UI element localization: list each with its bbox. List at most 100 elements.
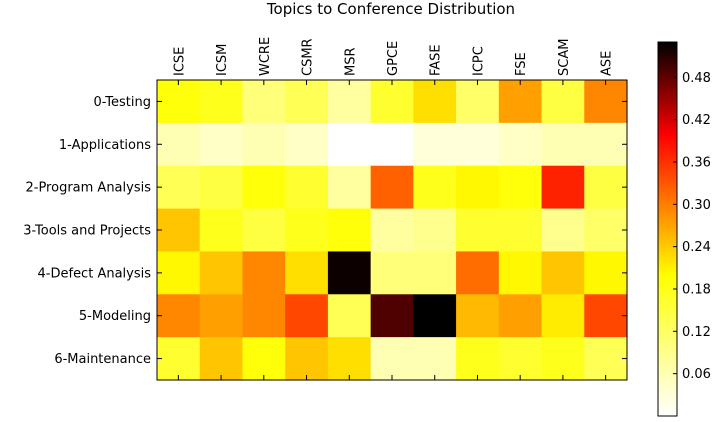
row-ticks: 0-Testing 1-Applications 2-Program Analysi… (23, 95, 627, 367)
heatmap-cell (327, 122, 372, 167)
row-tick-label: 5-Modeling (79, 309, 151, 324)
column-tick-label: ASE (600, 51, 615, 76)
chart-title: Topics to Conference Distribution (266, 0, 515, 18)
heatmap-cell (157, 337, 201, 381)
colorbar-gradient (658, 42, 677, 416)
column-tick-label: MSR (343, 47, 358, 76)
column-ticks: ICSE ICSM WCRE CSMR MSR GPCE FASE ICPC FSE SCAM AS… (172, 37, 615, 380)
heatmap-cell (157, 251, 201, 295)
heatmap-cell (199, 122, 244, 167)
heatmap-cell (541, 165, 585, 210)
colorbar-tick-label: 0.06 (682, 367, 711, 382)
heatmap-cell (199, 165, 244, 210)
colorbar-tick-label: 0.24 (682, 240, 711, 255)
column-tick-label: ICSM (215, 44, 230, 76)
heatmap-cell (327, 294, 372, 338)
heatmap-cell (199, 80, 244, 124)
heatmap-cell (285, 294, 329, 338)
heatmap-cell (242, 80, 286, 124)
heatmap-cell (456, 165, 500, 210)
heatmap-cell (327, 337, 372, 381)
column-tick-label: SCAM (557, 39, 572, 76)
heatmap-cell (456, 294, 500, 338)
heatmap-cell (327, 208, 372, 253)
heatmap-cell (413, 251, 457, 295)
heatmap-cell (199, 251, 244, 295)
heatmap-cell (584, 208, 628, 253)
heatmap-cell (498, 294, 543, 338)
colorbar-tick-label: 0.48 (682, 71, 711, 86)
row-tick-label: 0-Testing (94, 95, 151, 110)
column-tick-label: CSMR (301, 38, 316, 76)
heatmap-cell (498, 208, 543, 253)
heatmap-cell (370, 294, 414, 338)
heatmap-cell (157, 80, 201, 124)
heatmap-cell (541, 80, 585, 124)
row-tick-label: 2-Program Analysis (25, 181, 151, 196)
colorbar-tick-label: 0.18 (682, 282, 711, 297)
heatmap-cell (413, 294, 457, 338)
heatmap-cell (541, 294, 585, 338)
heatmap-cell (242, 294, 286, 338)
heatmap-cell (456, 122, 500, 167)
colorbar-frame (657, 41, 678, 417)
column-tick-label: WCRE (258, 37, 273, 76)
heatmap-cell (285, 80, 329, 124)
heatmap-cell (456, 337, 500, 381)
heatmap-cell (327, 165, 372, 210)
heatmap-cells (157, 80, 628, 381)
heatmap-cell (541, 337, 585, 381)
heatmap-cell (584, 251, 628, 295)
column-tick-label: ICPC (471, 46, 486, 76)
heatmap-cell (370, 251, 414, 295)
heatmap-cell (498, 122, 543, 167)
heatmap-cell (285, 337, 329, 381)
heatmap-cell (456, 80, 500, 124)
column-tick-label: ICSE (172, 47, 187, 76)
heatmap-cell (413, 337, 457, 381)
heatmap-cell (541, 251, 585, 295)
colorbar-tick-label: 0.30 (682, 198, 711, 213)
heatmap-cell (327, 251, 372, 295)
heatmap-cell (370, 122, 414, 167)
column-tick-label: GPCE (386, 41, 401, 76)
heatmap-cell (242, 165, 286, 210)
row-tick-label: 6-Maintenance (54, 352, 151, 367)
heatmap-cell (199, 294, 244, 338)
heatmap-cell (584, 122, 628, 167)
heatmap-cell (498, 337, 543, 381)
column-tick-label: FASE (429, 44, 444, 76)
heatmap-cell (413, 122, 457, 167)
heatmap-cell (157, 165, 201, 210)
heatmap-cell (584, 337, 628, 381)
heatmap-cell (584, 165, 628, 210)
heatmap-cell (327, 80, 372, 124)
colorbar-tick-label: 0.12 (682, 325, 711, 340)
colorbar-tick-label: 0.36 (682, 155, 711, 170)
heatmap-cell (498, 80, 543, 124)
heatmap-cell (541, 208, 585, 253)
heatmap-cell (157, 294, 201, 338)
heatmap-cell (285, 251, 329, 295)
heatmap-cell (370, 80, 414, 124)
row-tick-label: 3-Tools and Projects (23, 224, 151, 239)
heatmap-cell (199, 337, 244, 381)
heatmap-cell (498, 251, 543, 295)
heatmap-cell (541, 122, 585, 167)
colorbar-tick-label: 0.42 (682, 113, 711, 128)
row-tick-label: 1-Applications (59, 138, 151, 153)
heatmap-cell (285, 165, 329, 210)
heatmap-cell (498, 165, 543, 210)
heatmap-cell (242, 337, 286, 381)
heatmap-cell (242, 251, 286, 295)
heatmap-cell (584, 80, 628, 124)
heatmap-cell (413, 165, 457, 210)
heatmap-cell (413, 80, 457, 124)
heatmap-cell (285, 208, 329, 253)
heatmap-cell (157, 122, 201, 167)
heatmap-cell (456, 251, 500, 295)
row-tick-label: 4-Defect Analysis (38, 266, 152, 281)
column-tick-label: FSE (514, 52, 529, 76)
heatmap-cell (584, 294, 628, 338)
